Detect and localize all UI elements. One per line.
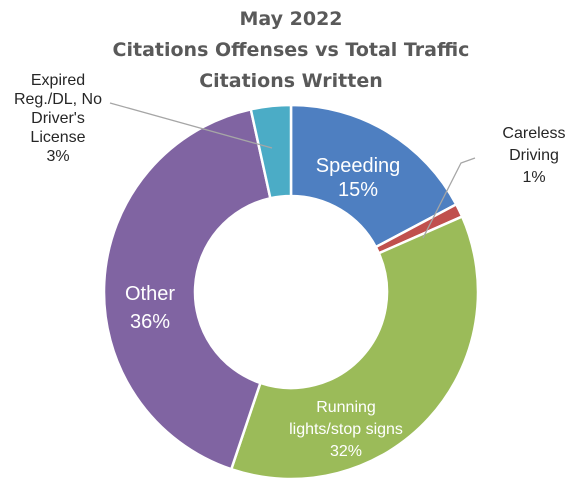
label-careless-line-3: 1%	[522, 169, 545, 186]
chart-title-line-2: Citations Offenses vs Total Traffic	[113, 39, 470, 61]
donut-slices	[102, 103, 480, 481]
slice-expired	[249, 103, 293, 200]
label-expired-line-4: License	[30, 129, 85, 146]
label-other: Other 36%	[125, 283, 175, 333]
label-careless-line-1: Careless	[502, 125, 565, 142]
label-speeding-line-1: Speeding	[316, 155, 401, 177]
label-other-line-2: 36%	[130, 311, 170, 333]
chart-title-line-1: May 2022	[239, 8, 342, 30]
label-speeding-line-2: 15%	[338, 179, 378, 201]
label-running-line-3: 32%	[330, 443, 362, 460]
label-running: Running lights/stop signs 32%	[289, 399, 403, 460]
chart-title: May 2022 Citations Offenses vs Total Traf…	[113, 8, 470, 92]
label-running-line-2: lights/stop signs	[289, 421, 403, 438]
label-careless-line-2: Driving	[509, 147, 559, 164]
label-careless: Careless Driving 1%	[502, 125, 565, 186]
label-expired-line-2: Reg./DL, No	[14, 91, 102, 108]
slice-other	[102, 107, 272, 471]
label-expired-line-5: 3%	[46, 148, 69, 165]
leader-line-expired	[109, 102, 273, 149]
leader-line-careless	[422, 157, 476, 239]
slice-labels: Speeding 15% Careless Driving 1% Running light…	[14, 72, 566, 460]
label-speeding: Speeding 15%	[316, 155, 401, 201]
label-expired: Expired Reg./DL, No Driver's License 3%	[14, 72, 102, 165]
slice-running	[229, 214, 480, 481]
label-expired-line-3: Driver's	[31, 110, 85, 127]
leader-lines	[109, 102, 476, 239]
label-running-line-1: Running	[316, 399, 376, 416]
slice-speeding	[289, 103, 458, 249]
chart-title-line-3: Citations Written	[199, 70, 383, 92]
label-expired-line-1: Expired	[31, 72, 85, 89]
label-other-line-1: Other	[125, 283, 175, 305]
